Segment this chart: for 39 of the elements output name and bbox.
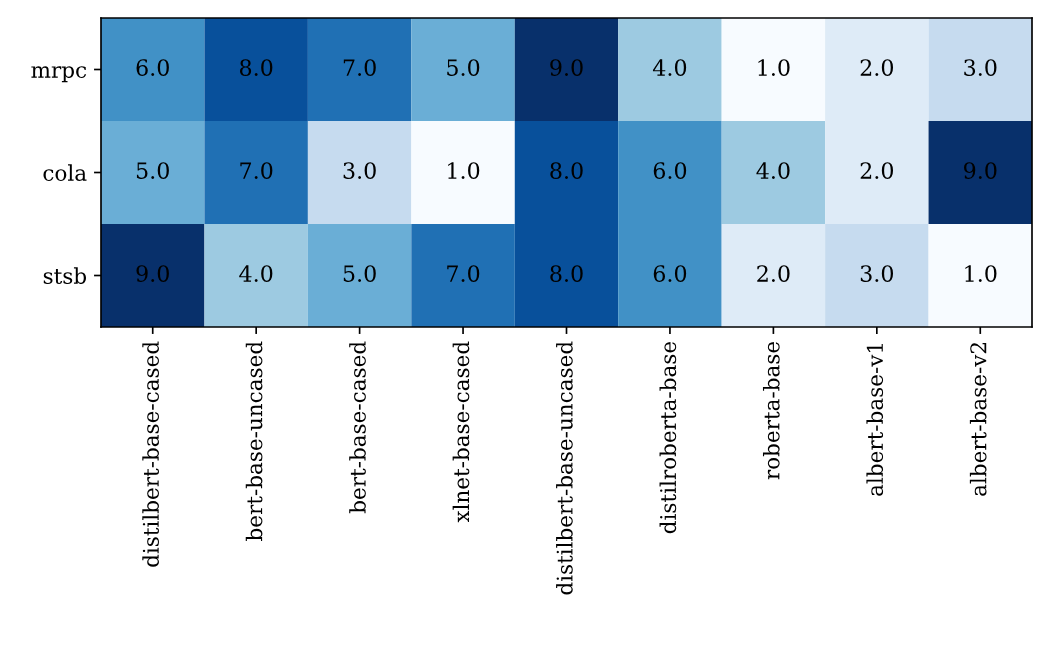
x-tick-label: xlnet-base-cased <box>452 341 470 523</box>
x-tick-label: bert-base-cased <box>349 341 366 514</box>
data-label: 7.0 <box>240 162 273 179</box>
data-label: 8.0 <box>550 162 583 179</box>
data-label: 6.0 <box>136 59 169 76</box>
data-label: 6.0 <box>653 265 687 282</box>
data-label: 7.0 <box>447 265 480 282</box>
data-label: 5.0 <box>447 59 480 76</box>
data-label: 8.0 <box>550 265 583 282</box>
data-label: 4.0 <box>239 265 273 282</box>
data-label: 2.0 <box>757 265 790 282</box>
data-label: 9.0 <box>964 162 997 179</box>
data-label: 9.0 <box>136 265 169 282</box>
x-tick-label: distilbert-base-uncased <box>556 341 573 595</box>
data-label: 7.0 <box>343 59 376 76</box>
data-label: 5.0 <box>343 265 376 282</box>
data-label: 6.0 <box>653 162 687 179</box>
data-label: 2.0 <box>860 59 894 76</box>
data-label: 9.0 <box>550 59 583 76</box>
y-tick-label: stsb <box>43 267 87 284</box>
data-label: 5.0 <box>136 162 169 179</box>
data-label: 1.0 <box>448 162 480 179</box>
x-tick-label: roberta-base <box>762 341 780 480</box>
x-tick-label: distilroberta-base <box>659 341 677 534</box>
data-label: 3.0 <box>343 162 376 179</box>
data-label: 3.0 <box>860 265 894 282</box>
data-label: 8.0 <box>239 59 273 76</box>
x-tick-label: distilbert-base-cased <box>142 341 159 567</box>
data-label: 4.0 <box>756 162 790 179</box>
data-label: 3.0 <box>964 59 997 76</box>
y-tick-label: mrpc <box>31 66 87 83</box>
data-label: 2.0 <box>860 162 894 179</box>
x-tick-label: albert-base-v1 <box>866 343 884 496</box>
x-tick-label: bert-base-uncased <box>245 341 263 541</box>
data-label: 1.0 <box>965 265 997 282</box>
x-tick-label: albert-base-v2 <box>969 343 987 496</box>
data-label: 1.0 <box>758 59 790 76</box>
data-label: 4.0 <box>652 59 687 76</box>
y-tick-label: cola <box>43 164 87 181</box>
